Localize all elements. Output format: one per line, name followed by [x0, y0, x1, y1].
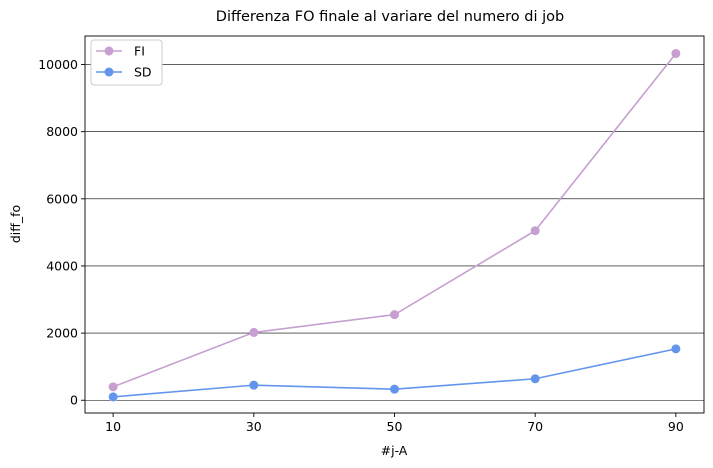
- y-tick-label: 6000: [46, 191, 78, 206]
- data-point-fi: [249, 327, 259, 337]
- x-tick-label: 70: [527, 419, 543, 434]
- legend-label-sd: SD: [134, 65, 152, 80]
- data-point-fi: [671, 48, 681, 58]
- series-line-fi: [112, 52, 677, 388]
- series-layer: [108, 48, 681, 402]
- y-tick-label: 2000: [46, 326, 78, 341]
- x-tick-label: 30: [246, 419, 262, 434]
- x-tick-label: 90: [668, 419, 684, 434]
- data-point-fi: [108, 382, 118, 392]
- y-tick-label: 0: [70, 393, 78, 408]
- data-point-sd: [530, 374, 540, 384]
- y-axis-label: diff_fo: [8, 205, 23, 243]
- x-tick-label: 50: [387, 419, 403, 434]
- data-point-fi: [390, 310, 399, 320]
- data-point-sd: [108, 392, 118, 402]
- grid-lines: [85, 64, 704, 401]
- x-axis-label: #j-A: [381, 443, 408, 458]
- y-tick-label: 10000: [38, 57, 78, 72]
- chart-title: Differenza FO finale al variare del nume…: [216, 9, 564, 25]
- data-point-sd: [249, 380, 259, 390]
- legend-label-fi: FI: [134, 44, 145, 59]
- y-tick-label: 4000: [46, 258, 78, 273]
- plot-frame: [84, 35, 705, 414]
- legend: FI SD: [90, 39, 163, 86]
- legend-marker-fi: [104, 46, 114, 56]
- x-tick-label: 10: [105, 419, 121, 434]
- y-tick-label: 8000: [46, 124, 78, 139]
- y-axis-ticks: 0 2000 4000 6000 8000 10000: [38, 57, 85, 408]
- data-point-sd: [671, 344, 681, 354]
- data-point-fi: [530, 226, 540, 236]
- legend-marker-sd: [104, 67, 114, 77]
- data-point-sd: [390, 384, 399, 394]
- x-axis-ticks: 10 30 50 70 90: [105, 413, 684, 434]
